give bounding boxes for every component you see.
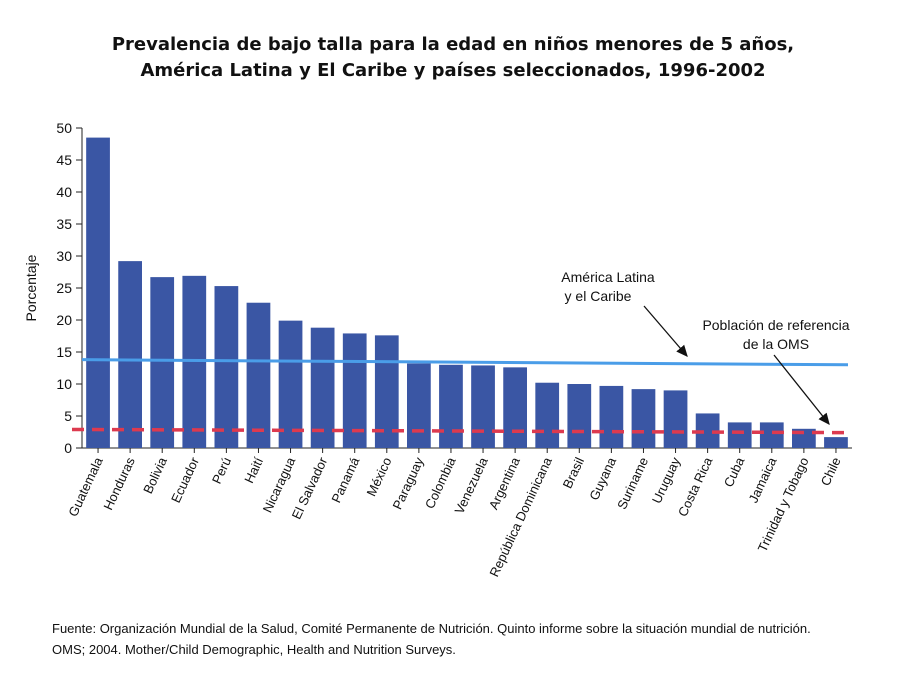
chart-title-line-1: Prevalencia de bajo talla para la edad e… — [111, 34, 795, 55]
x-tick-label: República Dominicana — [486, 454, 555, 579]
chart-title-line-2: América Latina y El Caribe y países sele… — [140, 60, 766, 81]
bar-uruguay — [663, 390, 688, 448]
x-tick-label: Guyana — [586, 454, 619, 502]
y-tick-label: 35 — [56, 216, 72, 232]
bar-haití — [246, 302, 271, 448]
y-tick-label: 0 — [64, 440, 72, 456]
y-tick-label: 25 — [56, 280, 72, 296]
x-tick-label: Uruguay — [649, 454, 684, 505]
x-tick-label: Perú — [209, 455, 234, 486]
who-annotation-line-2: de la OMS — [743, 336, 809, 352]
bar-venezuela — [471, 365, 495, 448]
y-tick-label: 5 — [64, 408, 72, 424]
latam-average-line — [81, 358, 849, 367]
x-tick-label: Panamá — [328, 454, 362, 505]
bar-argentina — [503, 367, 527, 448]
latam-annotation-line-2: y el Caribe — [565, 288, 632, 304]
x-tick-label: Ecuador — [168, 454, 202, 505]
y-tick-label: 50 — [56, 120, 72, 136]
source-note: Fuente: Organización Mundial de la Salud… — [52, 618, 892, 660]
x-tick-label: Paraguay — [389, 454, 426, 511]
x-tick-label: Chile — [818, 455, 844, 488]
x-tick-label: Cuba — [721, 454, 748, 489]
x-tick-label: Brasil — [560, 455, 587, 491]
x-tick-label: Jamaica — [745, 454, 779, 505]
bar-chile — [824, 437, 848, 448]
bar-bolivia — [150, 277, 175, 448]
x-tick-label: Bolivia — [140, 454, 170, 496]
x-tick-label: Suriname — [614, 455, 651, 512]
x-tick-label: México — [364, 455, 395, 499]
bar-chart: 05101520253035404550PorcentajeGuatemalaH… — [23, 120, 852, 579]
y-tick-label: 40 — [56, 184, 72, 200]
bar-méxico — [374, 335, 399, 448]
x-tick-label: Argentina — [486, 454, 523, 511]
y-tick-label: 30 — [56, 248, 72, 264]
chart-title: Prevalencia de bajo talla para la edad e… — [0, 32, 906, 84]
x-tick-label: Colombia — [422, 454, 459, 511]
y-tick-label: 45 — [56, 152, 72, 168]
bar-república-dominicana — [535, 382, 560, 448]
bar-paraguay — [407, 363, 431, 448]
bar-jamaica — [759, 422, 784, 448]
who-annotation-arrow — [773, 354, 830, 426]
bar-guyana — [599, 385, 624, 448]
latam-annotation-line-1: América Latina — [561, 269, 655, 285]
bar-guatemala — [86, 137, 110, 448]
bar-el-salvador — [310, 327, 335, 448]
y-tick-label: 10 — [56, 376, 72, 392]
latam-annotation-arrow — [643, 305, 688, 357]
who-reference-line — [71, 427, 849, 435]
bar-suriname — [631, 389, 656, 448]
source-line-1: Fuente: Organización Mundial de la Salud… — [52, 621, 811, 636]
y-axis-title: Porcentaje — [23, 254, 39, 321]
x-tick-label: Honduras — [100, 454, 138, 512]
x-tick-label: Guatemala — [65, 454, 106, 519]
bar-nicaragua — [278, 320, 303, 448]
x-tick-label: Haití — [241, 455, 266, 486]
y-tick-label: 20 — [56, 312, 72, 328]
y-tick-label: 15 — [56, 344, 72, 360]
bar-cuba — [727, 422, 752, 448]
who-annotation-line-1: Población de referencia — [702, 317, 849, 333]
bar-perú — [214, 286, 239, 448]
bar-colombia — [439, 364, 463, 448]
source-line-2: OMS; 2004. Mother/Child Demographic, Hea… — [52, 642, 456, 657]
bar-costa-rica — [695, 413, 720, 448]
bar-honduras — [118, 261, 142, 448]
bar-brasil — [567, 384, 592, 448]
